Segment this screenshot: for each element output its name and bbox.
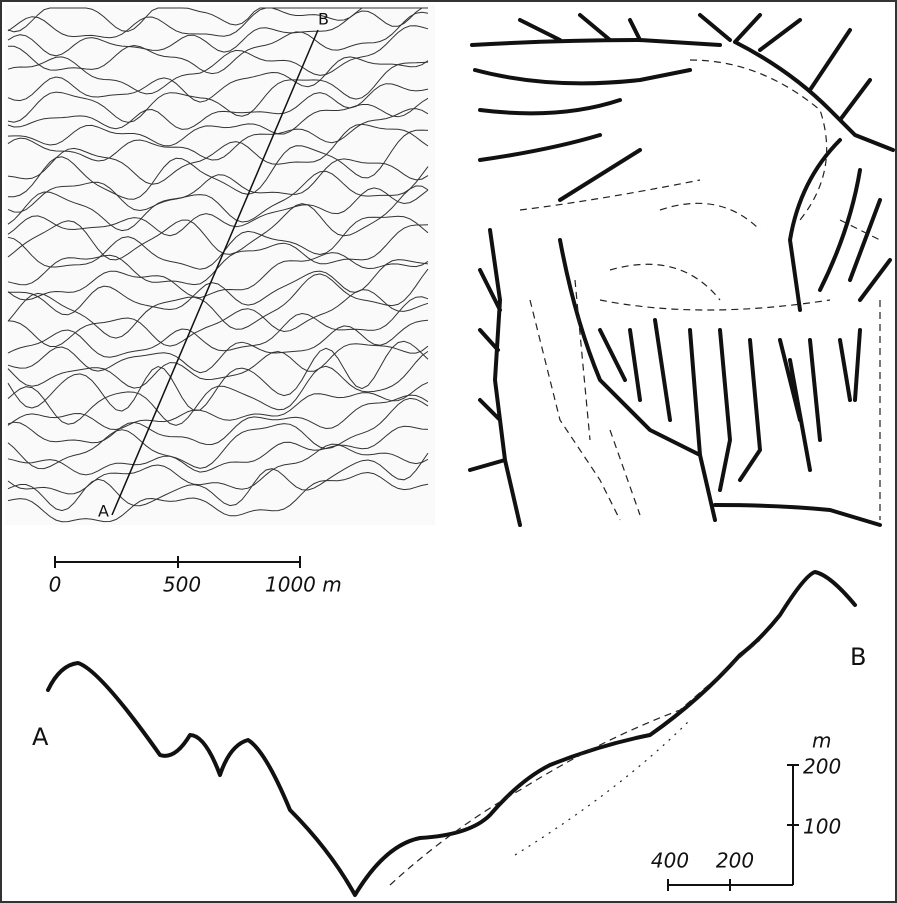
scale-label: 500: [163, 573, 201, 597]
contour-map: [5, 5, 435, 525]
profile-label-a: A: [32, 723, 49, 751]
horizontal-tick-label: 400: [651, 849, 689, 873]
scale-label: 0: [49, 573, 62, 597]
profile-label-b: B: [850, 643, 866, 671]
page: A B 0 500 1000 m A B m 200 100 400 200 (…: [0, 0, 897, 903]
scale-label: 1000 m: [265, 573, 342, 597]
horizontal-tick-label: 200: [716, 849, 754, 873]
figure: A B 0 500 1000 m A B m 200 100 400 200: [0, 0, 897, 903]
vertical-tick-label: 200: [803, 755, 841, 779]
vertical-tick-label: 100: [803, 815, 841, 839]
vertical-unit: m: [812, 729, 831, 753]
map-label-b: B: [318, 10, 329, 29]
map-label-a: A: [98, 502, 109, 521]
